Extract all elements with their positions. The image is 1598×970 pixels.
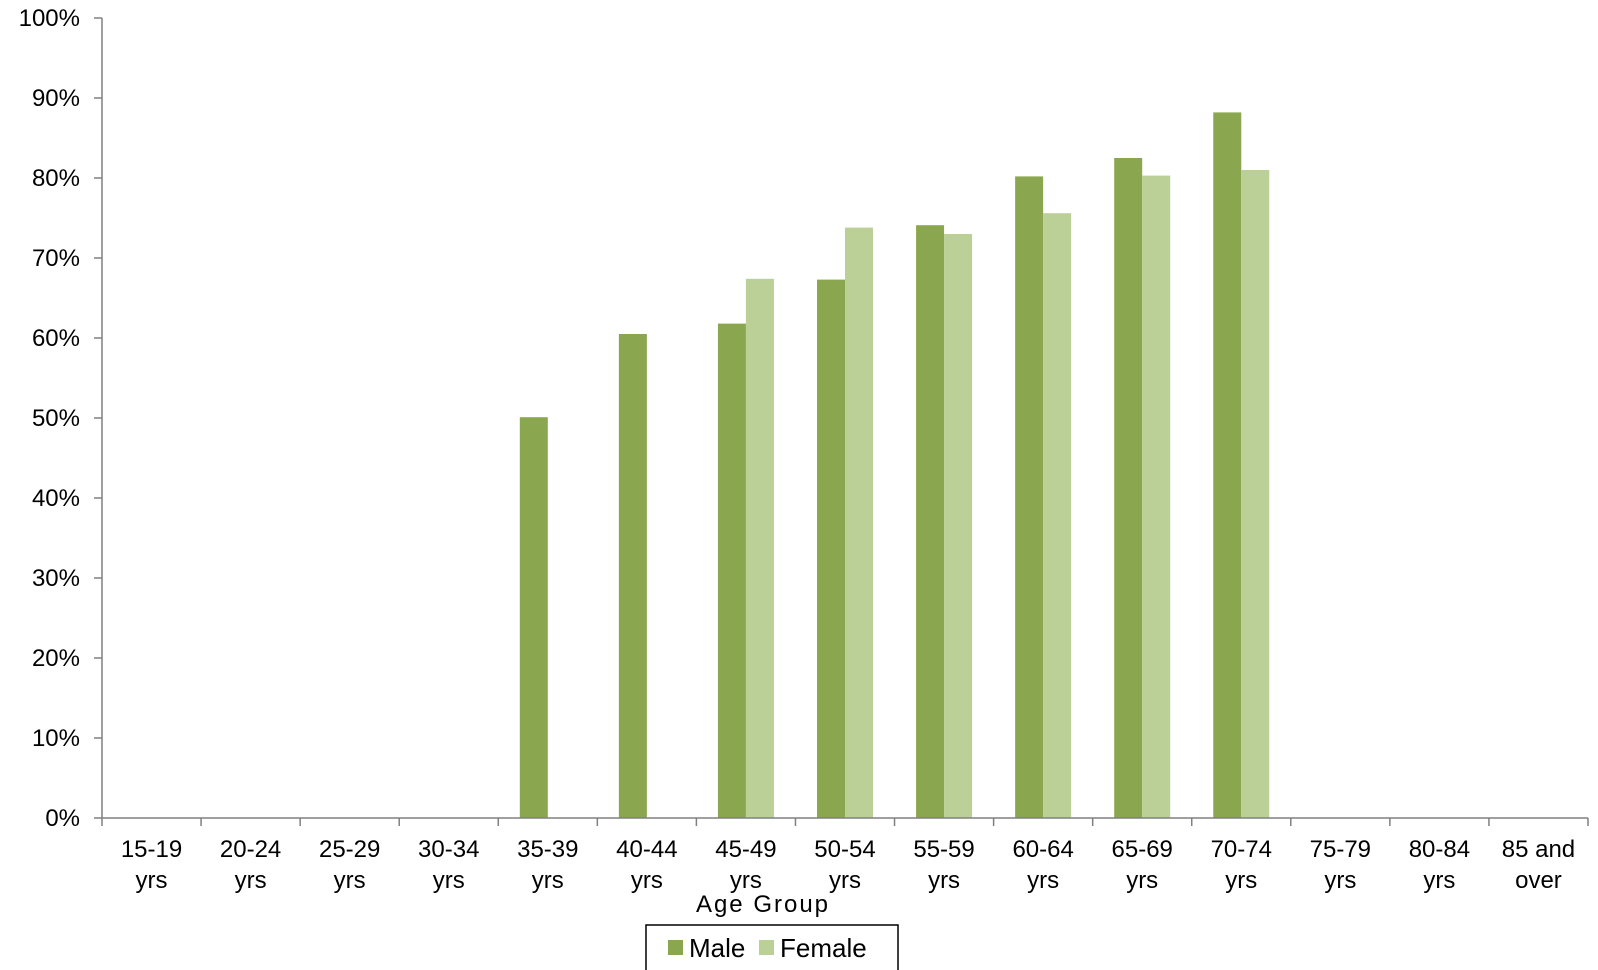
legend-swatch-female <box>759 940 774 955</box>
y-tick-label: 70% <box>32 245 80 272</box>
bar-female <box>745 278 774 818</box>
bar-male <box>1213 112 1242 818</box>
y-axis-ticks: 0% 10% 20% 30% 40% 50% 60% 70% 80% 90% 100% <box>19 5 102 832</box>
x-tick-label: 75-79 <box>1310 836 1371 863</box>
x-tick-label: yrs <box>730 867 762 894</box>
x-tick-label: 40-44 <box>616 836 677 863</box>
x-tick-label: yrs <box>1126 867 1158 894</box>
x-tick-label: 15-19 <box>121 836 182 863</box>
x-tick-label: 65-69 <box>1112 836 1173 863</box>
bar-male <box>817 279 845 819</box>
x-tick-label: yrs <box>1225 867 1257 894</box>
bar-male <box>717 323 746 818</box>
bar-male <box>1015 176 1044 818</box>
x-tick-label: yrs <box>532 867 564 894</box>
bar-male <box>618 334 647 818</box>
x-tick-label: 25-29 <box>319 836 380 863</box>
y-tick-label: 90% <box>32 85 80 112</box>
y-tick-label: 10% <box>32 725 80 752</box>
x-tick-label: 60-64 <box>1012 836 1073 863</box>
x-tick-label: 55-59 <box>913 836 974 863</box>
x-tick-label: 70-74 <box>1211 836 1272 863</box>
x-tick-label: yrs <box>829 867 861 894</box>
x-axis-ticks: 15-19 yrs 20-24 yrs 25-29 yrs 30-34 yrs 35-39 yrs… <box>101 818 1589 894</box>
x-tick-label: yrs <box>235 867 267 894</box>
x-tick-label: yrs <box>433 867 465 894</box>
y-tick-label: 0% <box>45 805 80 832</box>
x-tick-label: yrs <box>928 867 960 894</box>
legend-swatch-male <box>668 940 683 955</box>
x-tick-label: yrs <box>1324 867 1356 894</box>
bar-female <box>1043 213 1072 818</box>
x-tick-label: 20-24 <box>220 836 281 863</box>
x-tick-label: yrs <box>136 867 168 894</box>
x-tick-label: yrs <box>1027 867 1059 894</box>
bar-male <box>519 417 548 818</box>
legend-label-male: Male <box>689 933 745 963</box>
bar-male <box>916 225 945 818</box>
y-tick-label: 30% <box>32 565 80 592</box>
x-tick-label: 35-39 <box>517 836 578 863</box>
x-tick-label: 30-34 <box>418 836 479 863</box>
bar-male <box>1114 158 1143 818</box>
x-tick-label: 85 and <box>1502 836 1575 863</box>
x-tick-label: over <box>1515 867 1562 894</box>
bar-female <box>944 234 973 818</box>
y-tick-label: 100% <box>19 5 80 32</box>
y-tick-label: 80% <box>32 165 80 192</box>
bar-female <box>1241 170 1270 818</box>
x-tick-label: yrs <box>631 867 663 894</box>
x-tick-label: 45-49 <box>715 836 776 863</box>
y-tick-label: 60% <box>32 325 80 352</box>
bar-female <box>1142 175 1171 819</box>
bar-female <box>845 227 873 819</box>
x-tick-label: yrs <box>1423 867 1455 894</box>
y-tick-label: 20% <box>32 645 80 672</box>
x-axis-title: Age Group <box>696 891 830 918</box>
x-tick-label: 80-84 <box>1409 836 1470 863</box>
bars <box>519 112 1270 819</box>
y-tick-label: 40% <box>32 485 80 512</box>
y-tick-label: 50% <box>32 405 80 432</box>
legend-label-female: Female <box>780 933 867 963</box>
x-tick-label: 50-54 <box>814 836 875 863</box>
legend: Male Female <box>645 924 899 970</box>
x-tick-label: yrs <box>334 867 366 894</box>
